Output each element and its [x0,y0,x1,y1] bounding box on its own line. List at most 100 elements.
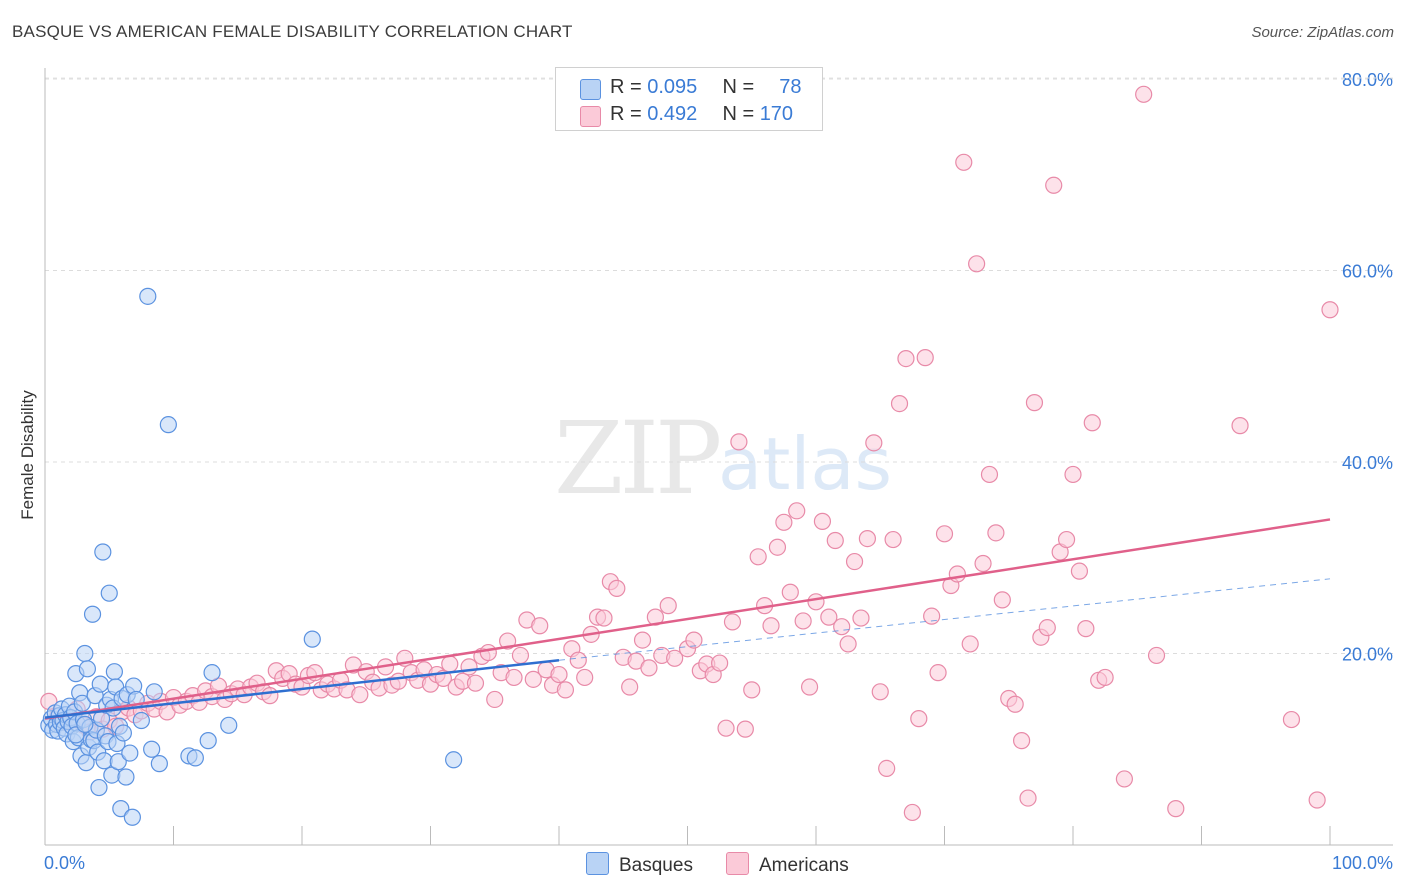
americans-point [486,690,504,709]
americans-point [1070,562,1089,580]
x-tick-label: 0.0% [44,853,85,873]
legend-swatch-americans [580,106,601,127]
americans-point [666,649,684,667]
americans-point [466,674,485,692]
legend-r-label: R = [610,103,642,125]
americans-point [351,686,369,704]
basques-point [303,630,321,648]
legend-r-label: R = [610,76,642,98]
americans-point [595,609,613,627]
americans-point [1045,176,1063,194]
americans-point [749,548,767,566]
americans-point [845,552,864,571]
americans-point [1135,85,1153,103]
y-tick-label: 20.0% [1342,645,1393,665]
americans-point [505,668,523,687]
basques-point [121,744,139,762]
basques-point [114,724,132,742]
basques-point [105,663,123,681]
americans-point [878,759,896,778]
americans-point [1012,732,1031,750]
americans-point [743,681,761,699]
legend-r-value: 0.492 [647,103,698,125]
americans-point [768,538,787,556]
americans-point [993,591,1011,609]
americans-point [633,631,652,649]
americans-point [775,513,793,531]
americans-point [1282,710,1301,729]
americans-point [717,719,735,737]
americans-point [974,554,992,573]
americans-point [569,651,587,669]
legend-n-value: 78 [779,76,802,98]
americans-point [858,529,877,548]
watermark-zip: ZIP [554,400,722,517]
basques-point [139,287,157,305]
basques-point [159,416,177,434]
americans-point [1083,414,1101,432]
americans-point [1019,789,1037,807]
legend-swatch-basques [580,79,601,100]
americans-trend-line [44,518,1331,720]
x-tick-label: 100.0% [1332,853,1393,873]
basques-point [91,675,109,693]
basques-point [143,740,161,758]
americans-point [826,531,844,550]
americans-point [736,720,754,738]
americans-point [723,613,742,631]
legend-label-americans: Americans [759,855,849,876]
americans-point [524,670,542,688]
americans-point [788,502,806,520]
americans-point [511,646,530,665]
americans-point [1231,417,1249,435]
americans-point [1321,301,1339,319]
americans-point [929,664,947,682]
legend-r-value: 0.095 [647,76,698,98]
legend-swatch-basques [586,852,609,875]
americans-point [576,668,594,687]
americans-point [531,617,549,635]
americans-point [916,349,934,367]
americans-point [987,524,1005,542]
basques-point [445,751,463,769]
americans-point [441,655,459,673]
basques-point [112,800,130,818]
americans-point [556,681,575,699]
americans-point [1167,800,1185,818]
y-tick-label: 40.0% [1342,453,1393,473]
basques-point [76,644,94,663]
legend-n-label: N = [722,76,755,98]
americans-point [852,609,870,627]
americans-point [1096,668,1114,687]
basques-trend-extension [558,578,1331,661]
source-note: Source: ZipAtlas.com [1251,24,1394,41]
chart-title: BASQUE VS AMERICAN FEMALE DISABILITY COR… [12,22,573,41]
americans-point [1038,619,1056,637]
americans-point [897,349,915,368]
americans-point [621,678,639,696]
basques-point [186,749,204,767]
americans-point [608,579,626,597]
basques-point [109,753,127,771]
basques-point [76,715,94,733]
americans-point [884,530,902,549]
americans-point [730,433,748,451]
americans-point [1006,695,1024,713]
americans-point [1064,465,1082,484]
americans-point [550,665,568,684]
americans-point [1025,394,1044,412]
americans-point [871,683,889,701]
americans-point [890,394,909,413]
americans-point [948,565,966,583]
legend-swatch-americans [726,852,749,875]
basques-point [145,683,163,701]
americans-point [935,525,954,543]
legend-item-americans[interactable]: Americans [726,852,849,877]
americans-point [479,643,497,662]
legend-item-basques[interactable]: Basques [586,852,693,877]
stats-legend: R = 0.095 N = 78 R = 0.492 N = 170 [555,67,823,131]
basques-point [199,732,217,750]
americans-point [460,658,478,676]
legend-label-basques: Basques [619,855,693,876]
